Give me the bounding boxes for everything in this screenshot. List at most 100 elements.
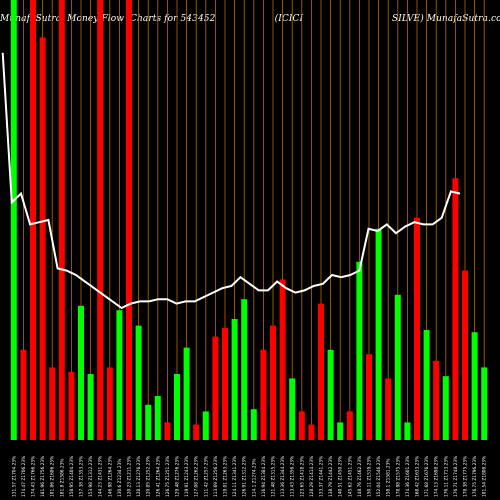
- x-tick-label: 138.79 Z1442.23%: [328, 456, 334, 497]
- x-tick-label: 111.42 Z1257.23%: [203, 456, 209, 497]
- x-tick-label: 128.29 Z1414.23%: [309, 456, 315, 497]
- x-tick-label: 174.43 Z1766.23%: [31, 456, 37, 497]
- money-flow-bar: [68, 371, 75, 440]
- money-flow-bar: [356, 261, 363, 440]
- x-tick-label: 181.8 Z1586.23%: [59, 459, 65, 497]
- money-flow-bar: [87, 374, 94, 440]
- x-tick-label: 174.36 Z1601.23%: [405, 456, 411, 497]
- x-tick-label: 152.04 Z1546.23%: [376, 456, 382, 497]
- money-flow-bar: [193, 424, 200, 440]
- money-flow-bar: [452, 178, 459, 440]
- x-tick-label: 150.11 Z1519.23%: [367, 456, 373, 497]
- x-tick-label: 178.38 Z1775.23%: [463, 456, 469, 497]
- x-tick-label: 113.36 Z1344.23%: [280, 456, 286, 497]
- price-line: [1, 52, 461, 310]
- money-flow-bar: [126, 0, 132, 440]
- money-flow-bar: [174, 374, 180, 440]
- money-flow-bar: [135, 325, 142, 440]
- money-flow-bar: [116, 310, 123, 440]
- x-tick-label: 176.71 Z1748.23%: [453, 456, 459, 497]
- x-tick-label: 153.98 Z1312.23%: [88, 456, 94, 497]
- money-flow-bar: [20, 349, 27, 440]
- x-tick-label: 157.38 Z1353.23%: [79, 456, 85, 497]
- x-tick-label: 116.94 Z1384.23%: [261, 456, 267, 497]
- x-tick-label: 133.37 Z1441.23%: [319, 456, 325, 497]
- money-flow-bar: [481, 367, 488, 440]
- money-flow-bar: [260, 349, 267, 440]
- money-flow-bar: [471, 332, 478, 440]
- x-tick-label: 127.08 Z1262.23%: [194, 456, 200, 497]
- money-flow-bar: [337, 422, 344, 440]
- x-tick-label: 158.95 Z1404.23%: [69, 456, 75, 497]
- money-flow-bar: [279, 279, 286, 440]
- x-tick-label: 113.43 Z1356.23%: [290, 456, 296, 497]
- x-tick-label: 181.96 Z1756.23%: [40, 456, 46, 497]
- money-flow-bar: [433, 360, 440, 440]
- money-flow-bar: [241, 299, 248, 440]
- x-tick-label: 168.42 Z1633.23%: [415, 456, 421, 497]
- x-tick-label: 121.48 Z1315.23%: [271, 456, 277, 497]
- money-flow-bar: [154, 396, 161, 440]
- money-flow-bars: [10, 0, 488, 441]
- money-flow-bar: [202, 411, 209, 440]
- money-flow-bar: [164, 422, 171, 440]
- x-tick-label: 174.47 Z1706.23%: [21, 456, 27, 497]
- money-flow-bar: [414, 217, 420, 440]
- x-tick-label: 148.76 Z1462.23%: [357, 456, 363, 497]
- money-flow-bar: [404, 422, 411, 440]
- money-flow-bar: [270, 325, 276, 440]
- x-axis-tick-labels: 131.57 Z1704.23% 174.47 Z1706.23% 174.43 Z…: [11, 456, 487, 497]
- money-flow-bar: [462, 270, 468, 440]
- x-tick-label: 181.86 Z1686.25%: [50, 456, 56, 497]
- money-flow-bar: [145, 404, 152, 440]
- x-tick-label: 146.98 Z1264.23%: [107, 456, 113, 497]
- money-flow-bar: [442, 376, 449, 440]
- x-tick-label: 181.54 Z1808.23%: [482, 456, 488, 497]
- money-flow-bar: [231, 319, 238, 440]
- x-tick-label: 174.13 Z1698.23%: [434, 456, 440, 497]
- money-flow-bar: [289, 378, 296, 440]
- x-tick-label: 176.11 Z1713.23%: [443, 456, 449, 497]
- money-flow-bar: [298, 411, 305, 440]
- money-flow-bar: [346, 411, 353, 440]
- x-tick-label: 145.62 Z1451.23%: [347, 456, 353, 497]
- x-tick-label: 114.1 Z1274.23%: [251, 459, 257, 497]
- money-flow-bar: [308, 424, 315, 440]
- money-flow-bar: [78, 305, 84, 440]
- money-flow-bar: [10, 0, 17, 440]
- x-tick-label: 124.11 Z1341.23%: [232, 456, 238, 497]
- money-flow-bar: [250, 409, 257, 440]
- x-tick-label: 126.75 Z1251.23%: [165, 456, 171, 497]
- money-flow-bar: [366, 354, 372, 440]
- money-flow-bar: [212, 336, 219, 440]
- x-tick-label: 140.51 Z1450.23%: [338, 456, 344, 497]
- money-flow-bar: [183, 347, 190, 440]
- money-flow-bar: [375, 228, 382, 440]
- money-flow-bar: [58, 0, 65, 440]
- money-flow-bar: [49, 367, 56, 440]
- x-tick-label: 176.75 Z1796.23%: [472, 456, 478, 497]
- x-tick-label: 113.69 Z1256.23%: [213, 456, 219, 497]
- x-tick-label: 130.6 Z1234.23%: [117, 459, 123, 497]
- money-flow-bar: [222, 327, 228, 440]
- x-tick-label: 178.98 Z1575.23%: [395, 456, 401, 497]
- x-tick-label: 144.23 Z1431.23%: [98, 456, 104, 497]
- money-flow-bar: [385, 378, 392, 440]
- vertical-gridlines: [13, 0, 485, 440]
- x-tick-label: 119.91 Z1243.23%: [184, 456, 190, 497]
- money-flow-bar: [327, 349, 334, 440]
- x-tick-label: 126.41 Z1264.23%: [155, 456, 161, 497]
- money-flow-bar: [394, 294, 401, 440]
- money-flow-bar: [30, 0, 36, 440]
- x-tick-label: 120.85 Z1252.23%: [146, 456, 152, 497]
- x-tick-label: 129.48 Z1276.23%: [175, 456, 181, 497]
- money-flow-bar: [97, 0, 104, 440]
- money-flow-bar: [318, 303, 324, 440]
- x-tick-label: 128.13 Z1276.23%: [136, 456, 142, 497]
- x-tick-label: 126.91 Z1312.23%: [242, 456, 248, 497]
- x-tick-label: 131.57 Z1704.23%: [11, 456, 17, 497]
- x-tick-label: 158.1 Z1581.23%: [386, 459, 392, 497]
- x-tick-label: 123.65 Z1418.23%: [299, 456, 305, 497]
- money-flow-bar: [106, 367, 113, 440]
